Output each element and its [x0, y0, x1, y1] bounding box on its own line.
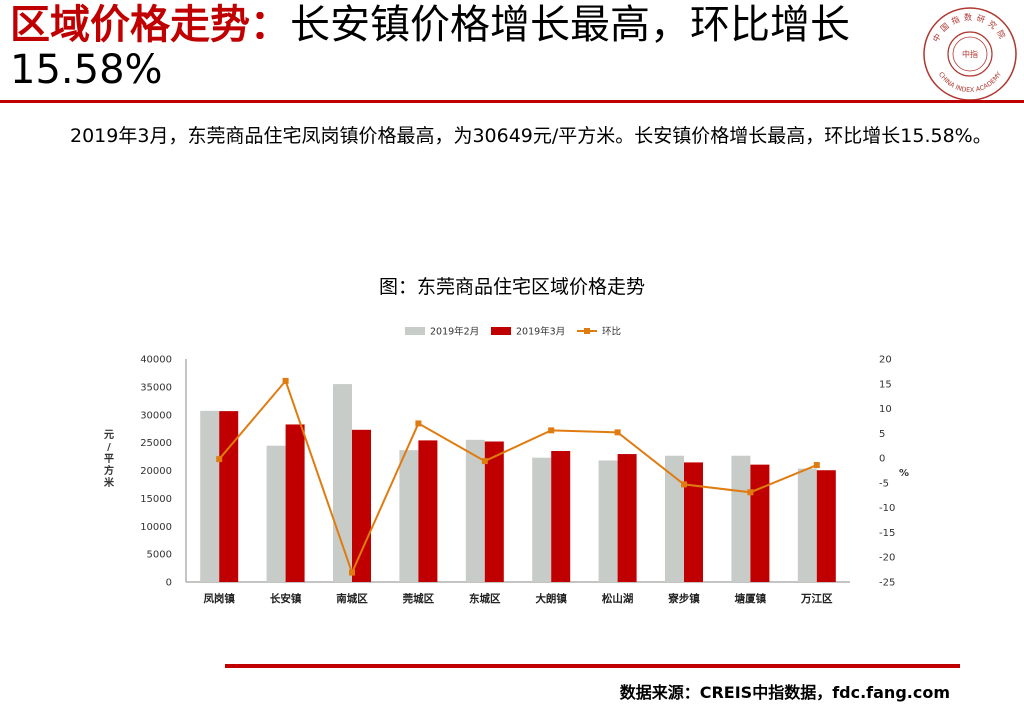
legend-swatch [405, 327, 425, 335]
mom-point [216, 456, 223, 463]
y2-tick-label: 10 [879, 404, 892, 415]
bar-mar [617, 454, 637, 582]
bar-mar [219, 411, 239, 582]
bar-feb [399, 450, 419, 582]
bar-feb [665, 455, 684, 582]
bar-feb [465, 439, 485, 582]
x-tick-label: 长安镇 [270, 592, 302, 605]
y-tick-label: 5000 [147, 550, 172, 561]
bar-feb [731, 455, 751, 582]
header-divider [0, 100, 1024, 103]
page-title-rest: 长安镇价格增长最高，环比增长 [290, 2, 850, 48]
mom-point [813, 462, 820, 469]
y2-tick-label: 15 [879, 379, 892, 390]
bar-mar [684, 462, 703, 582]
y-axis-label-char: / [107, 442, 111, 453]
mom-point [548, 427, 555, 434]
x-tick-label: 塘厦镇 [735, 592, 767, 605]
legend-swatch [491, 327, 511, 335]
bar-mar [285, 424, 305, 582]
summary-paragraph: 2019年3月，东莞商品住宅凤岗镇价格最高，为30649元/平方米。长安镇价格增… [70, 125, 992, 147]
bar-mar [352, 429, 371, 582]
x-tick-label: 大朗镇 [535, 592, 567, 605]
legend-label: 环比 [602, 326, 621, 338]
mom-point [747, 489, 754, 496]
mom-point [282, 377, 289, 384]
legend-label: 2019年2月 [430, 326, 479, 338]
bar-mar [551, 450, 571, 582]
bar-mar [750, 464, 770, 582]
legend-label: 2019年3月 [516, 326, 565, 338]
bar-feb [797, 468, 817, 582]
chart-legend: 2019年2月 2019年3月 环比 [405, 326, 621, 338]
y2-tick-label: -15 [879, 528, 895, 539]
y-tick-label: 15000 [140, 494, 172, 505]
y2-tick-label: 20 [879, 355, 892, 366]
x-tick-label: 南城区 [336, 592, 368, 605]
bar-mar [418, 440, 438, 582]
y2-tick-label: 0 [879, 454, 885, 465]
bar-feb [598, 460, 618, 582]
y-axis-label-char: 米 [104, 476, 115, 489]
x-tick-label: 莞城区 [402, 592, 435, 605]
bar-mar [816, 470, 836, 582]
x-tick-label: 东城区 [469, 592, 501, 605]
y-tick-label: 25000 [140, 438, 172, 449]
mom-line [218, 378, 818, 576]
y2-tick-label: -10 [879, 503, 895, 514]
y-axis-label-char: 方 [104, 464, 114, 477]
bar-feb [266, 445, 286, 582]
legend-swatch-marker [584, 328, 590, 334]
chart-bars [200, 384, 836, 582]
page-title-line1: 区域价格走势：长安镇价格增长最高，环比增长 [10, 2, 910, 48]
y-tick-label: 35000 [140, 382, 172, 393]
mom-point [415, 420, 422, 427]
y-tick-label: 10000 [140, 522, 172, 533]
x-tick-label: 寮步镇 [667, 592, 700, 605]
mom-point [481, 458, 488, 465]
y-tick-label: 30000 [140, 410, 172, 421]
y-tick-label: 20000 [140, 466, 172, 477]
chart-line-series [216, 377, 820, 576]
price-trend-chart: 2019年2月 2019年3月 环比 0 5000 10000 15000 20000 250… [104, 326, 909, 606]
mom-point [681, 481, 687, 488]
page-title-highlight: 区域价格走势： [10, 2, 290, 48]
y-tick-label: 40000 [140, 355, 172, 366]
seal-logo-icon: 中国指数研究院 CHINA INDEX ACADEMY 中指 [923, 7, 1017, 101]
data-source: 数据来源：CREIS中指数据，fdc.fang.com [619, 683, 950, 702]
bar-feb [333, 384, 352, 582]
y2-tick-label: -5 [879, 478, 889, 489]
bar-mar [484, 441, 504, 582]
y2-axis-label: % [899, 468, 909, 479]
mom-point [349, 569, 355, 576]
y2-tick-label: -25 [879, 578, 895, 589]
bar-feb [200, 410, 220, 582]
mom-point [614, 429, 621, 436]
y2-tick-label: 5 [879, 429, 885, 440]
x-tick-label: 凤岗镇 [203, 592, 235, 605]
chart-title: 图：东莞商品住宅区域价格走势 [378, 276, 645, 298]
x-tick-label: 松山湖 [602, 592, 634, 605]
y-axis-label-char: 平 [104, 453, 114, 465]
page-title: 区域价格走势：长安镇价格增长最高，环比增长 15.58% [10, 2, 910, 92]
chart-axes: 0 5000 10000 15000 20000 25000 30000 35000 40000… [104, 355, 909, 606]
y2-tick-label: -20 [879, 553, 895, 564]
logo-text-bottom: CHINA INDEX ACADEMY [937, 70, 1003, 94]
y-tick-label: 0 [166, 578, 172, 589]
x-tick-label: 万江区 [800, 592, 833, 605]
y-axis-label-char: 元 [104, 429, 114, 441]
footer-divider [225, 664, 960, 668]
logo-text-center: 中指 [962, 49, 978, 59]
page-title-line2: 15.58% [10, 47, 163, 93]
bar-feb [532, 457, 552, 582]
